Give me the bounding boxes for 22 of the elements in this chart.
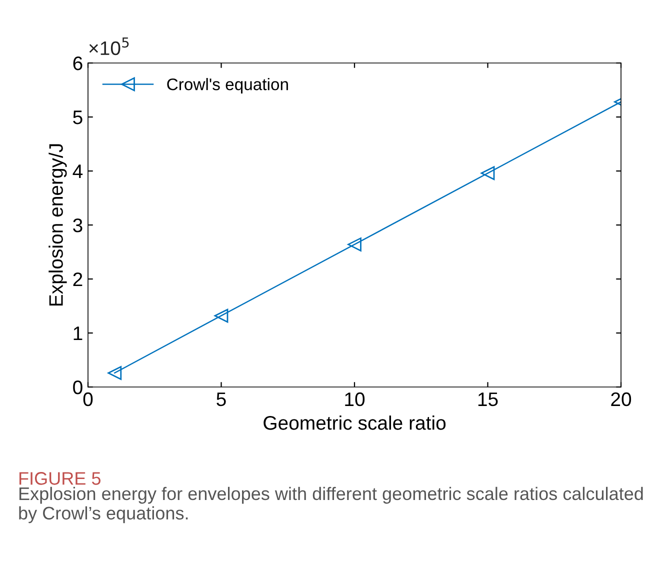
text: Explosion energy for envelopes with different geometric scale ratios calculated by Crowl’s equations. [19, 486, 643, 524]
x-tick-label: 15 [478, 392, 498, 406]
y-tick-label: 3 [73, 218, 82, 232]
point [108, 366, 122, 380]
y-tick-label: 5 [73, 110, 82, 124]
x-tick-label: 5 [216, 392, 226, 406]
point [480, 166, 495, 180]
y-axis-title: Explosion energy/J [48, 144, 67, 306]
x-tick-label: 20 [611, 392, 632, 406]
y-tick-label: 2 [73, 272, 82, 286]
caption: FIGURE 5 [19, 472, 101, 485]
x-axis-title: Geometric scale ratio [264, 416, 446, 430]
x-tick-label: 0 [83, 392, 93, 406]
point [348, 237, 362, 252]
y-tick-label: 6 [73, 56, 82, 70]
y-tick-label: 4 [72, 164, 83, 178]
x-tick-label: 10 [345, 392, 365, 406]
y-tick-label: 1 [74, 326, 82, 340]
text: ×10$^{5}$ [89, 38, 129, 56]
y-tick-label: 0 [73, 380, 82, 394]
legend-label: Crowl's equation [167, 78, 288, 94]
point [214, 308, 228, 323]
